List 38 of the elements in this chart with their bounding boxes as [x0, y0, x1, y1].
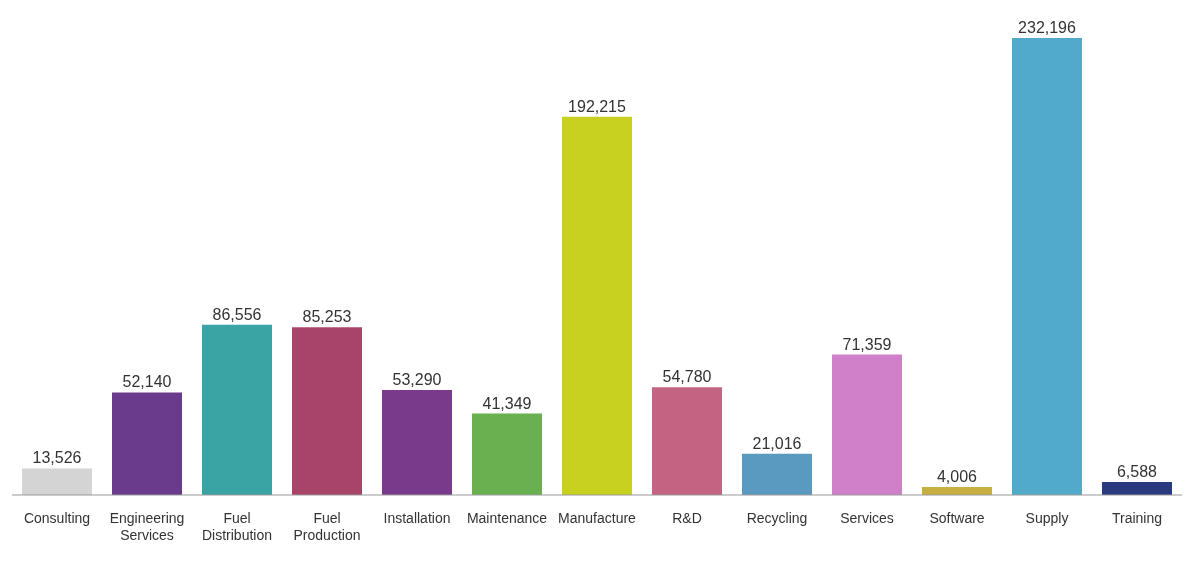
x-tick-label: Installation [383, 510, 451, 526]
bar [1102, 482, 1172, 495]
data-label: 71,359 [842, 335, 892, 353]
bar [382, 390, 452, 495]
x-tick-label: Fuel Production [293, 510, 361, 543]
data-label: 232,196 [1018, 19, 1077, 36]
bar [472, 413, 542, 495]
data-label: 41,349 [482, 394, 532, 412]
bar [292, 327, 362, 495]
bar [562, 116, 632, 495]
x-tick-label: Supply [1025, 510, 1069, 526]
data-label: 192,215 [568, 97, 627, 115]
x-tick-label: Training [1111, 510, 1163, 526]
data-label: 52,140 [122, 373, 172, 391]
bar [22, 468, 92, 495]
data-label: 53,290 [392, 371, 442, 389]
data-label: 6,588 [1116, 463, 1158, 481]
x-tick-label: Recycling [746, 510, 808, 526]
data-label: 54,780 [662, 368, 712, 386]
bar [832, 354, 902, 495]
bar [202, 324, 272, 495]
x-tick-label: Software [929, 510, 985, 526]
x-tick-label: R&D [672, 510, 702, 526]
data-label: 4,006 [936, 468, 978, 486]
x-tick-label: Engineering Services [109, 510, 185, 543]
data-label: 21,016 [752, 434, 802, 452]
x-tick-label: Fuel Distribution [201, 510, 273, 543]
bar [652, 387, 722, 495]
bar [112, 392, 182, 495]
bar [1012, 38, 1082, 495]
x-tick-label: Maintenance [466, 510, 548, 526]
data-label: 85,253 [302, 308, 352, 326]
data-label: 13,526 [32, 449, 82, 467]
x-tick-label: Services [840, 510, 894, 526]
x-tick-label: Consulting [23, 510, 91, 526]
bar [742, 453, 812, 495]
data-label: 86,556 [212, 305, 262, 323]
x-tick-label: Manufacture [558, 510, 637, 526]
